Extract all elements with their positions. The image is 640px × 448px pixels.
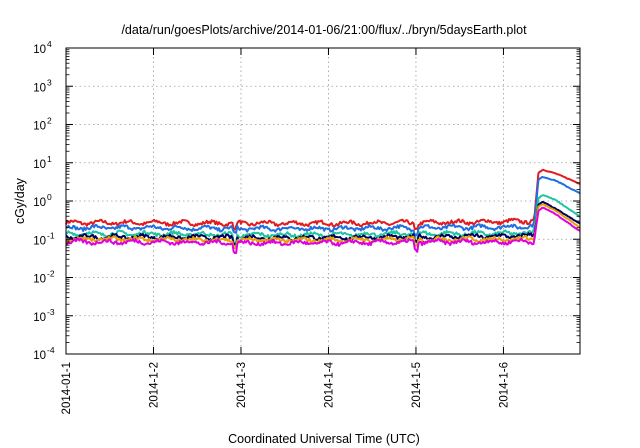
x-tick-label: 2014-01-1 [61,362,73,414]
y-tick-label: 10 [33,350,46,362]
x-tick-label: 2014-1-4 [323,361,335,408]
y-tick-label: 10 [33,44,46,56]
x-axis-label: Coordinated Universal Time (UTC) [228,432,420,446]
y-tick-label: 10 [33,274,46,286]
chart-title: /data/run/goesPlots/archive/2014-01-06/2… [121,23,527,37]
series-line [65,168,581,231]
series-group [65,168,581,255]
y-tick-exponent: -3 [47,307,55,317]
x-tick-label: 2014-1-5 [411,362,423,408]
x-tick-label: 2014-1-2 [148,362,160,408]
y-tick-exponent: 1 [47,154,52,164]
series-line [65,175,581,238]
y-tick-label: 10 [33,235,46,247]
y-tick-exponent: -2 [47,269,55,279]
y-axis-label: cGy/day [13,177,27,224]
y-tick-exponent: 3 [47,77,52,87]
series-line [65,206,581,255]
y-tick-label: 10 [33,159,46,171]
grid [66,48,580,354]
y-tick-label: 10 [33,312,46,324]
x-tick-label: 2014-1-6 [498,362,510,408]
y-tick-label: 10 [33,82,46,94]
x-axis: 2014-01-1 2014-1-2 2014-1-3 2014-1-4 2014-1-… [61,48,510,414]
y-tick-label: 10 [33,197,46,209]
y-tick-exponent: 2 [47,116,52,126]
y-tick-exponent: -1 [47,230,55,240]
y-tick-exponent: 4 [47,39,52,49]
y-tick-label: 10 [33,121,46,133]
y-tick-exponent: 0 [47,192,52,202]
x-tick-label: 2014-1-3 [236,362,248,408]
y-tick-exponent: -4 [47,345,55,355]
